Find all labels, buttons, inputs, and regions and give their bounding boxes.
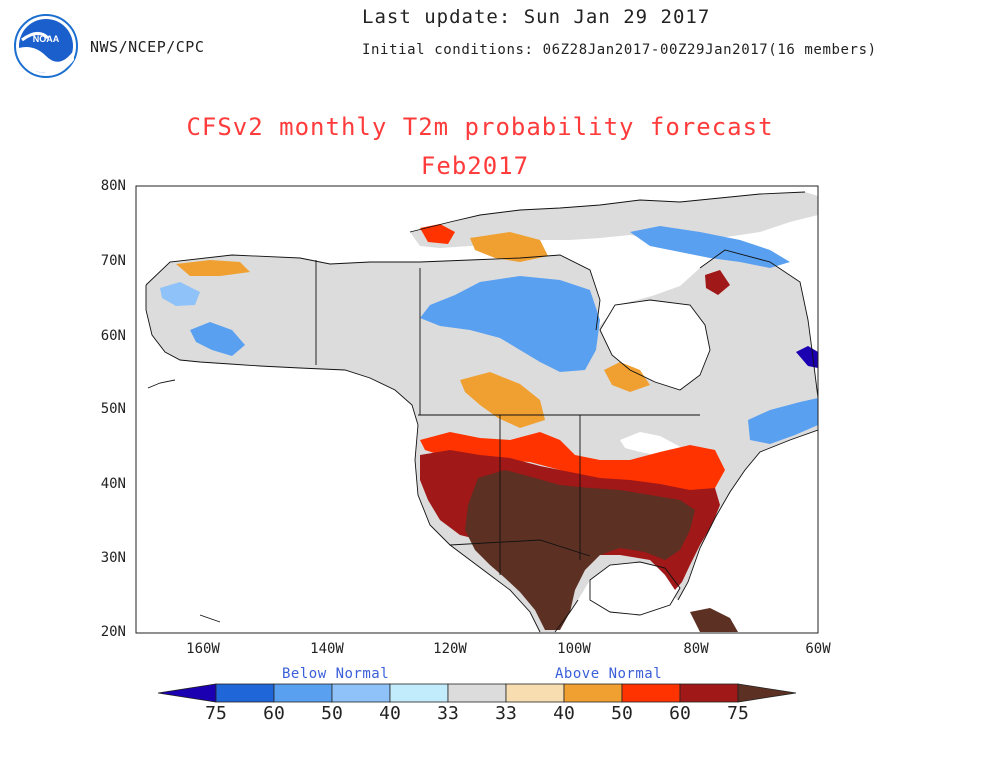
lon-tick-120w: 120W xyxy=(433,641,467,657)
above-normal-brown-caribbean xyxy=(690,608,738,632)
below-normal-alaska xyxy=(190,322,245,356)
lat-tick-20n: 20N xyxy=(100,624,126,640)
last-update-text: Last update: Sun Jan 29 2017 xyxy=(362,6,711,28)
legend-swatch xyxy=(389,683,449,703)
lat-tick-30n: 30N xyxy=(100,550,126,566)
legend-swatch xyxy=(505,683,565,703)
above-normal-dark-red-quebec xyxy=(705,270,730,295)
map-subtitle: Feb2017 xyxy=(420,152,530,180)
lon-tick-140w: 140W xyxy=(310,641,344,657)
legend-above-normal-label: Above Normal xyxy=(555,666,663,682)
noaa-logo: NOAA xyxy=(14,14,78,78)
legend-value: 75 xyxy=(205,703,227,724)
legend-swatch xyxy=(273,683,333,703)
above-normal-orange-north xyxy=(470,232,548,262)
legend-swatch xyxy=(447,683,507,703)
lon-tick-100w: 100W xyxy=(557,641,591,657)
legend-swatch xyxy=(215,683,275,703)
legend-below-normal-label: Below Normal xyxy=(282,666,390,682)
initial-conditions-text: Initial conditions: 06Z28Jan2017-00Z29Ja… xyxy=(362,42,877,58)
above-normal-orange-quebec xyxy=(604,362,650,392)
below-normal-arctic xyxy=(630,226,790,268)
lon-tick-160w: 160W xyxy=(186,641,220,657)
legend-swatch xyxy=(331,683,391,703)
legend-value: 60 xyxy=(669,703,691,724)
legend-swatch xyxy=(621,683,681,703)
below-normal-canada xyxy=(420,276,600,372)
legend-value: 50 xyxy=(611,703,633,724)
legend-value: 33 xyxy=(495,703,517,724)
borders xyxy=(145,191,818,633)
above-normal-orange-west xyxy=(460,372,545,428)
agency-label: NWS/NCEP/CPC xyxy=(90,38,205,56)
legend-value: 50 xyxy=(321,703,343,724)
svg-text:NOAA: NOAA xyxy=(33,34,60,44)
lat-tick-70n: 70N xyxy=(100,253,126,269)
gulf-of-mexico xyxy=(590,562,680,615)
legend-value: 75 xyxy=(727,703,749,724)
legend-colorbar xyxy=(157,683,797,703)
below-normal-newfoundland xyxy=(748,398,818,444)
map-layers xyxy=(136,186,818,633)
legend-value: 60 xyxy=(263,703,285,724)
legend-value: 40 xyxy=(379,703,401,724)
lon-tick-80w: 80W xyxy=(683,641,709,657)
legend-value: 33 xyxy=(437,703,459,724)
legend-swatch xyxy=(563,683,623,703)
legend-value: 40 xyxy=(553,703,575,724)
lat-tick-60n: 60N xyxy=(100,328,126,344)
legend-swatch xyxy=(679,683,739,703)
lat-tick-50n: 50N xyxy=(100,401,126,417)
above-normal-red-arctic xyxy=(420,224,455,244)
above-normal-orange-alaska xyxy=(176,260,250,276)
lat-tick-80n: 80N xyxy=(100,178,126,194)
map-title: CFSv2 monthly T2m probability forecast xyxy=(186,113,774,141)
legend-swatch-arrow-right xyxy=(737,683,797,703)
legend-swatch-arrow-left xyxy=(157,683,217,703)
lon-tick-60w: 60W xyxy=(805,641,831,657)
light-blue-alaska-west xyxy=(160,282,200,306)
lat-tick-40n: 40N xyxy=(100,476,126,492)
